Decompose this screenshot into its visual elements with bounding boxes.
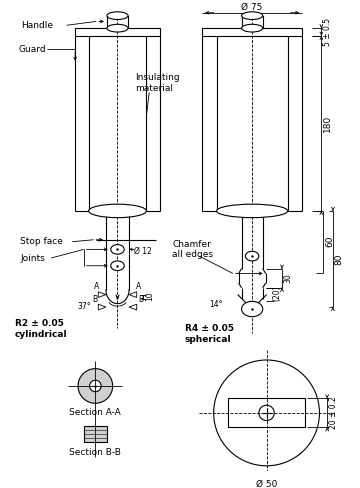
Polygon shape — [98, 304, 106, 310]
Text: 37°: 37° — [77, 302, 91, 311]
Ellipse shape — [246, 251, 259, 261]
Circle shape — [90, 380, 101, 392]
Text: cylindrical: cylindrical — [14, 330, 67, 340]
Circle shape — [214, 360, 319, 466]
Text: R2 ± 0.05: R2 ± 0.05 — [14, 319, 63, 328]
Ellipse shape — [107, 24, 128, 32]
Text: 5 ± 0.5: 5 ± 0.5 — [323, 18, 332, 46]
Bar — [202, 28, 302, 36]
Ellipse shape — [242, 12, 263, 20]
Text: Stop face: Stop face — [20, 237, 63, 246]
Text: 80: 80 — [335, 253, 344, 265]
Text: Insulating
material: Insulating material — [135, 73, 179, 93]
Ellipse shape — [107, 12, 128, 20]
Text: A: A — [136, 283, 141, 291]
Ellipse shape — [242, 301, 263, 317]
Polygon shape — [129, 292, 137, 298]
Text: 20 ± 0.2: 20 ± 0.2 — [329, 397, 338, 429]
Text: Section A-A: Section A-A — [69, 408, 121, 417]
Bar — [242, 16, 263, 28]
Text: Section B-B: Section B-B — [69, 447, 121, 456]
Text: 14°: 14° — [209, 300, 222, 309]
Bar — [75, 28, 160, 36]
Text: A: A — [94, 283, 99, 291]
Text: B: B — [138, 295, 143, 304]
Text: 30: 30 — [284, 273, 293, 283]
Bar — [107, 16, 128, 28]
Bar — [84, 427, 107, 442]
Text: (20): (20) — [272, 286, 281, 302]
Text: Ø 50: Ø 50 — [256, 480, 277, 488]
Ellipse shape — [111, 261, 124, 270]
Polygon shape — [129, 304, 137, 310]
Text: 180: 180 — [323, 115, 332, 132]
Ellipse shape — [111, 244, 124, 254]
Text: Guard: Guard — [18, 45, 46, 54]
Ellipse shape — [242, 24, 263, 32]
Text: Handle: Handle — [21, 21, 53, 30]
Polygon shape — [98, 292, 106, 298]
Bar — [228, 399, 305, 427]
Text: Ø 75: Ø 75 — [242, 3, 263, 12]
Text: Ø 12: Ø 12 — [134, 247, 152, 256]
Text: 10: 10 — [145, 292, 154, 301]
Ellipse shape — [217, 204, 288, 218]
Text: Chamfer
all edges: Chamfer all edges — [172, 240, 213, 259]
Text: Joints: Joints — [20, 254, 45, 263]
Circle shape — [259, 405, 274, 421]
Text: 60: 60 — [325, 236, 334, 247]
Circle shape — [78, 368, 113, 403]
Text: R4 ± 0.05: R4 ± 0.05 — [185, 324, 234, 333]
Ellipse shape — [89, 204, 146, 218]
Text: spherical: spherical — [185, 335, 231, 345]
Text: B: B — [92, 295, 97, 304]
